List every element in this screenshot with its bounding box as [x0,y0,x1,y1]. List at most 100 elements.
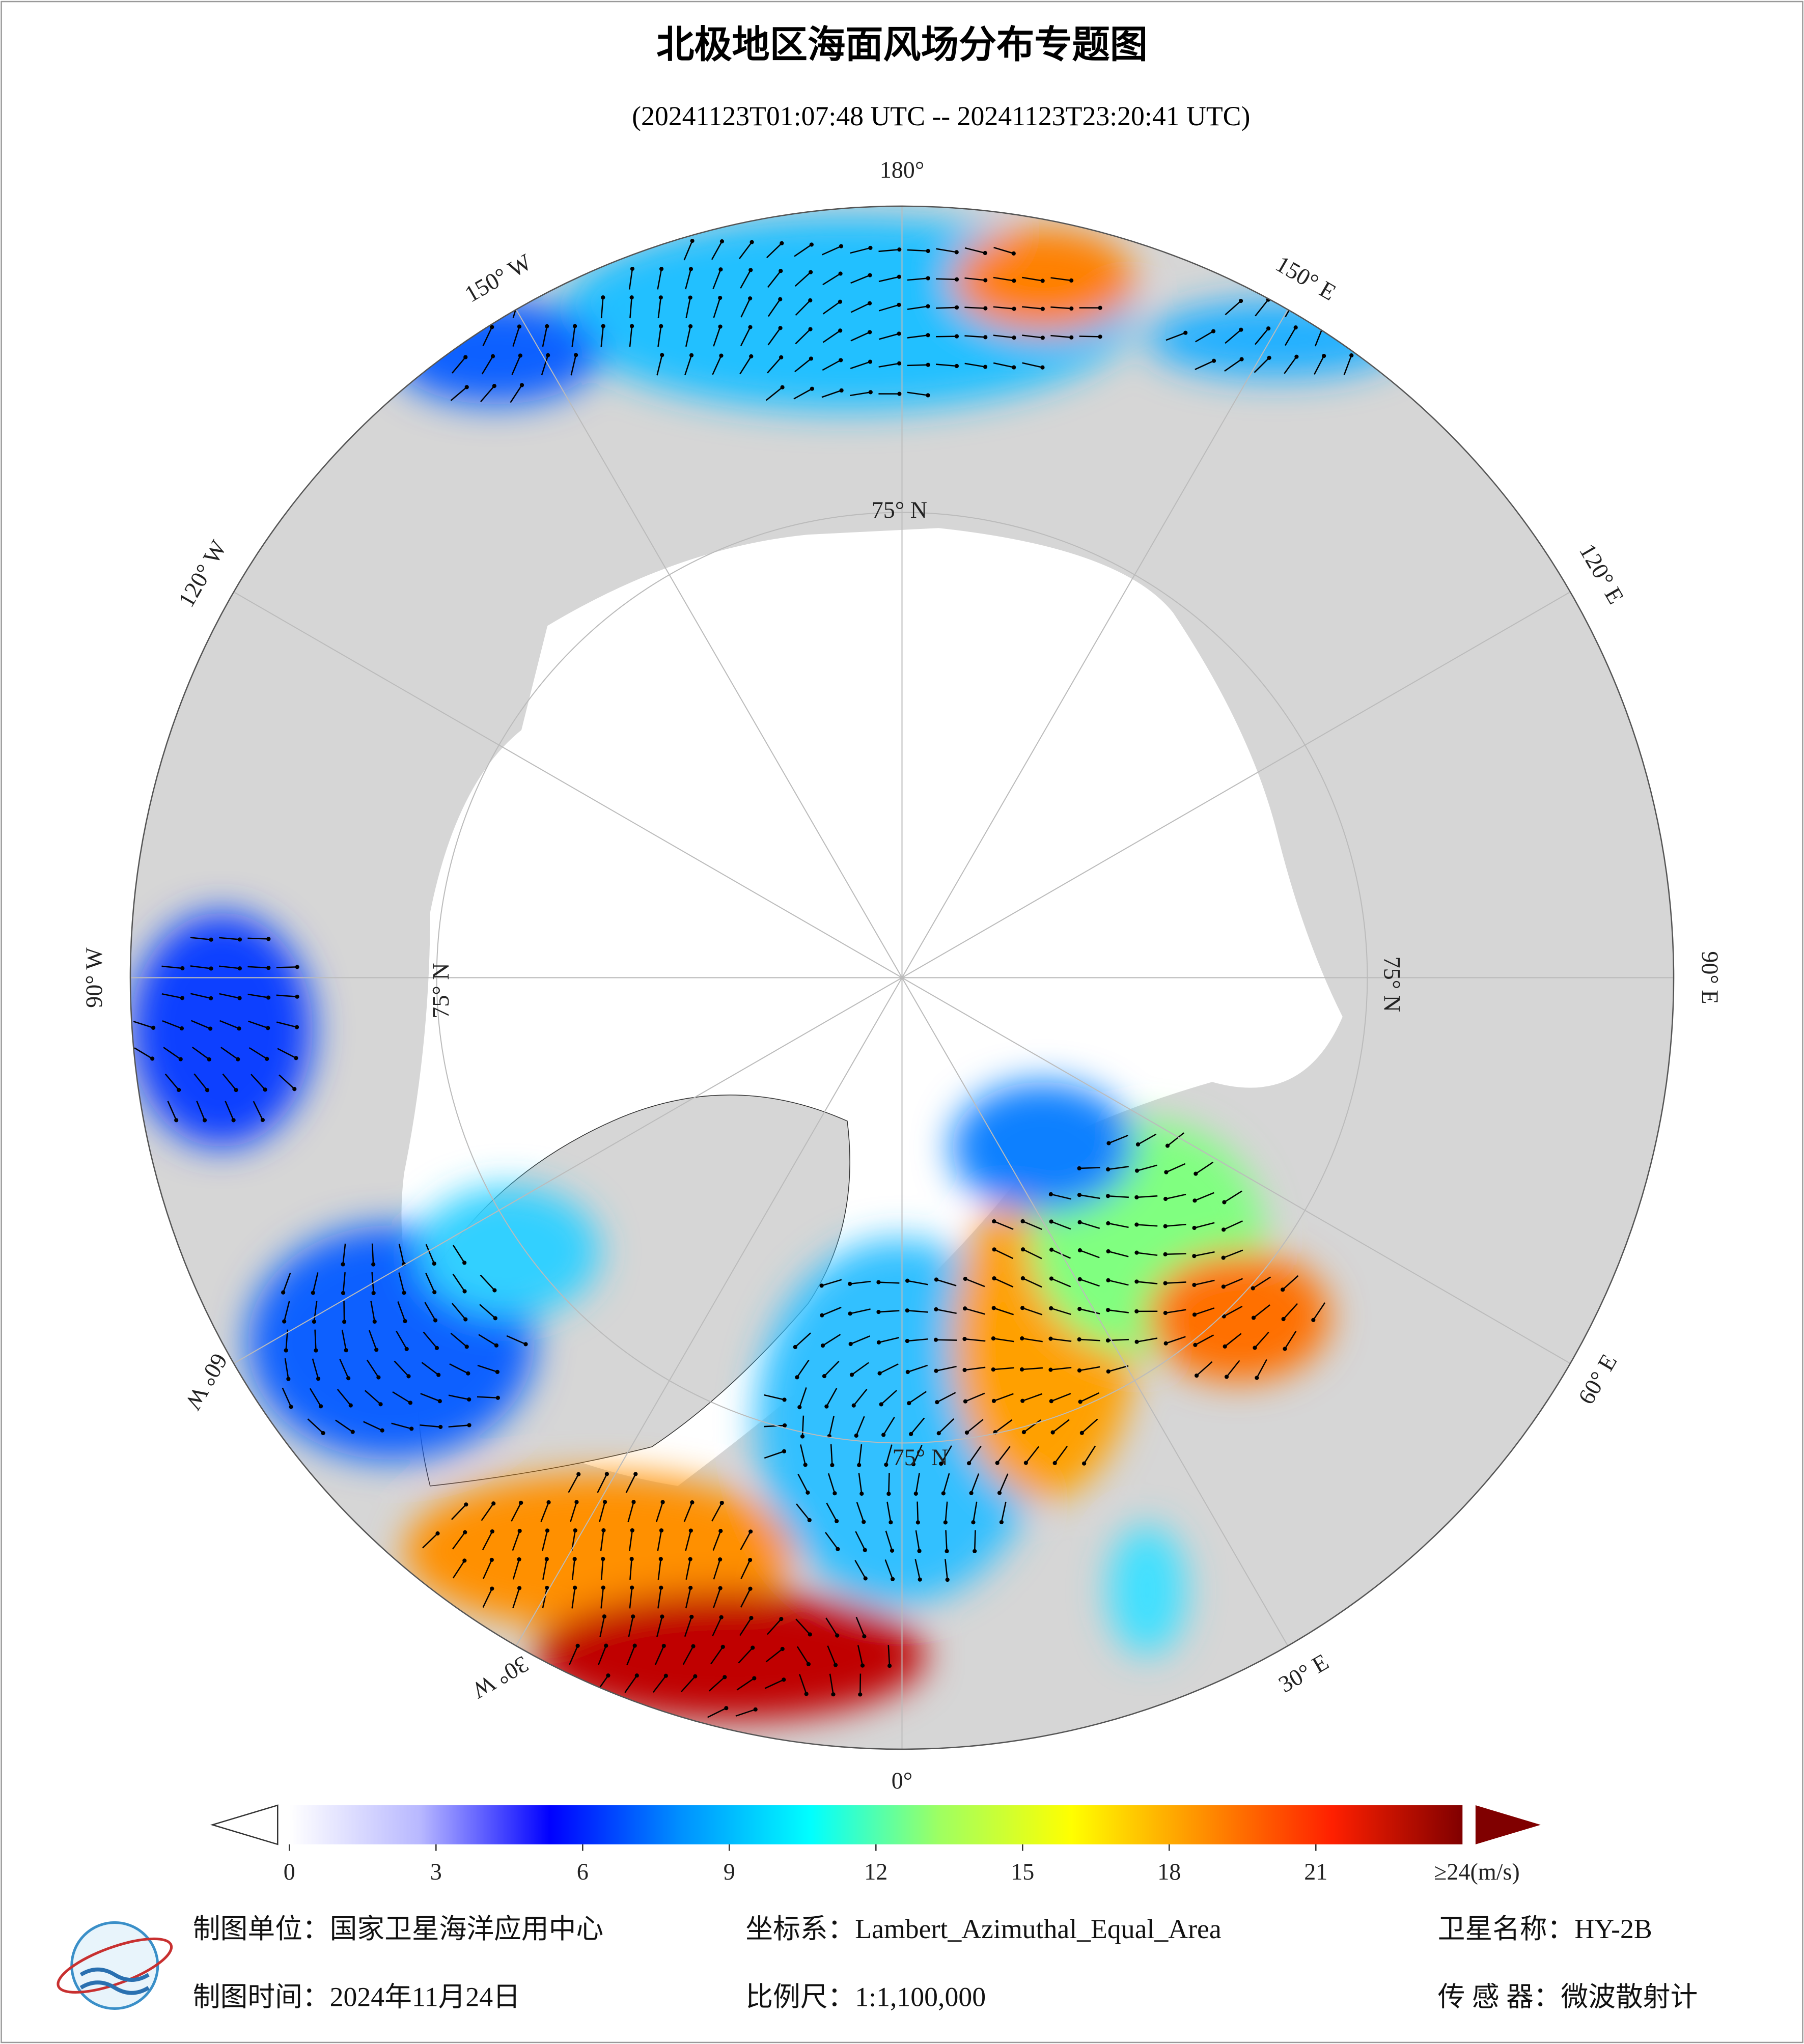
wind-arrow [628,1616,634,1637]
wind-arrow [684,1616,692,1637]
wind-arrow-head [936,1431,941,1436]
wind-arrow [162,1020,182,1029]
meridian [901,977,1294,1656]
wind-arrow-head [463,355,468,359]
wind-arrow [829,1673,834,1695]
wind-arrow [190,1020,211,1029]
wind-arrow [855,1416,865,1436]
wind-arrow-head [1322,354,1326,358]
wind-arrow-head [545,1528,550,1533]
wind-arrow [828,1415,835,1437]
wind-arrow-head [848,1281,852,1286]
wind-arrow-head [1077,1277,1082,1281]
wind-arrow [600,1530,604,1551]
wind-arrow [850,274,871,284]
wind-arrow [851,1362,869,1376]
wind-arrow [824,1360,840,1377]
wind-arrow-head [1251,1286,1255,1291]
wind-arrow-head [868,390,873,395]
wind-arrow-head [490,354,495,358]
meridian [224,586,903,978]
wind-arrow [421,1362,439,1376]
wind-arrow-head [879,1402,883,1407]
wind-arrow-head [983,306,988,311]
wind-arrow [993,1277,1014,1288]
wind-arrow [796,1646,809,1665]
wind-arrow-head [234,1087,238,1093]
wind-arrow [712,269,721,289]
wind-arrow [993,276,1014,282]
latitude-label: 75° N [872,497,927,523]
wind-arrow [1022,362,1043,368]
wind-arrow-head [954,334,959,339]
wind-arrow-head [312,1320,316,1324]
wind-arrow-head [941,1491,946,1496]
colorbar-tick-label: 21 [1304,1859,1327,1885]
wind-arrow [821,1279,842,1286]
wind-arrow [164,1073,180,1090]
wind-arrow-head [991,1306,996,1310]
wind-arrow-head [863,1576,868,1581]
wind-arrow [822,301,841,315]
wind-arrow [854,1560,866,1579]
wind-arrow-head [1211,358,1216,363]
wind-arrow [1223,1249,1243,1258]
wind-arrow-head [489,1557,494,1562]
wind-arrow-head [1163,1310,1168,1315]
wind-arrow-head [926,393,930,398]
wind-arrow [739,356,752,375]
wind-arrow-head [572,1557,577,1561]
wind-arrow [740,1531,752,1550]
wind-arrow [1284,1331,1297,1350]
wind-arrow [337,1389,351,1406]
wind-arrow-head [860,1663,865,1668]
wind-arrow [711,1502,723,1522]
wind-arrow-head [282,1319,287,1324]
wind-arrow-head [1223,1344,1227,1349]
wind-arrow-head [1165,1143,1170,1148]
wind-arrow-head [1012,306,1016,311]
wind-arrow [220,1047,239,1060]
wind-arrow-head [954,363,959,369]
wind-arrow-head [403,1319,407,1324]
wind-arrow-head [962,1367,967,1373]
wind-arrow [568,1645,578,1665]
wind-arrow [657,297,662,319]
wind-arrow-head [289,1405,293,1409]
wind-arrow-head [633,1472,638,1476]
wind-arrow-head [1283,1347,1287,1351]
wind-arrow-head [876,1280,881,1284]
wind-arrow [795,328,811,345]
wind-arrow [397,1301,406,1322]
wind-arrow [477,1396,498,1399]
wind-arrow-head [913,1491,918,1496]
wind-arrow [1107,1309,1129,1313]
wind-arrow-head [1012,335,1016,340]
wind-arrow-head [780,1646,785,1651]
wind-arrow [710,1646,724,1665]
wind-arrow-head [1048,1336,1053,1341]
footer-satellite: 卫星名称：HY-2B [1438,1914,1652,1944]
wind-arrow-head [849,1373,854,1377]
wind-arrows [133,239,1380,1718]
wind-arrow [684,355,692,376]
colorbar-max-arrow [1475,1805,1541,1844]
wind-arrow [1254,357,1270,373]
wind-arrow [1194,1307,1215,1315]
wind-arrow-head [831,1692,836,1697]
wind-arrow-head [1134,1222,1139,1227]
meridian [510,977,903,1656]
wind-arrow [248,1047,267,1059]
wind-arrow-head [718,1529,723,1533]
wind-arrow-head [1134,1195,1139,1200]
wind-arrow-head [718,267,723,272]
wind-arrow [799,1387,807,1408]
wind-arrow-head [780,241,784,245]
colorbar-tick-label: 6 [577,1859,589,1885]
wind-arrow [859,1673,862,1695]
map [130,206,1674,1749]
longitude-label: 90° E [1697,951,1723,1004]
wind-arrow-head [795,1375,799,1380]
wind-arrow [797,1473,809,1493]
wind-arrow-head [832,1491,837,1496]
